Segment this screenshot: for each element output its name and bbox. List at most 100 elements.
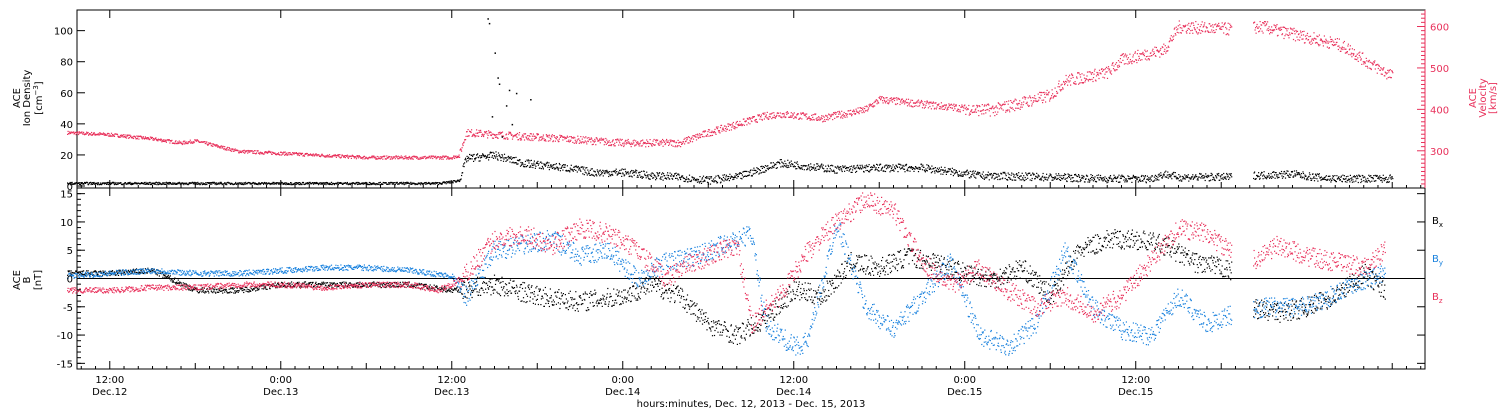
velocity-series-point xyxy=(619,142,621,144)
density-series-point xyxy=(192,181,194,183)
density-series-point xyxy=(793,166,795,168)
velocity-series-point xyxy=(421,156,423,158)
velocity-series-point xyxy=(1381,68,1383,70)
velocity-series-point xyxy=(837,116,839,118)
velocity-series-point xyxy=(243,149,245,151)
density-series-point xyxy=(159,182,161,184)
velocity-series-point xyxy=(206,141,208,143)
density-series-point xyxy=(507,155,510,157)
velocity-series-point xyxy=(856,110,858,112)
velocity-series-point xyxy=(1328,47,1330,49)
density-series-point xyxy=(269,183,271,186)
velocity-series-point xyxy=(1227,33,1229,35)
density-series-point xyxy=(329,182,331,184)
density-series-point xyxy=(265,182,267,184)
velocity-series-point xyxy=(834,117,836,119)
velocity-series-point xyxy=(887,103,890,105)
density-series-point xyxy=(785,163,787,165)
velocity-series-point xyxy=(490,131,492,133)
velocity-series-point xyxy=(1125,63,1127,65)
velocity-series-point xyxy=(1037,100,1039,102)
velocity-series-point xyxy=(918,105,921,107)
velocity-series-point xyxy=(1018,107,1020,109)
density-series-point xyxy=(1150,179,1152,181)
density-series-point xyxy=(257,184,259,186)
velocity-series-point xyxy=(96,134,99,136)
density-series-point xyxy=(235,183,237,185)
density-series-point xyxy=(113,183,115,185)
velocity-series-point xyxy=(676,141,678,143)
density-series-point xyxy=(877,164,879,166)
density-series-point xyxy=(524,160,527,162)
density-series-point xyxy=(241,183,243,186)
velocity-series-point xyxy=(885,97,887,99)
density-series-point xyxy=(238,183,240,185)
density-series-point xyxy=(843,166,845,168)
density-series-point xyxy=(896,166,899,168)
velocity-series-point xyxy=(520,137,522,139)
density-series-point xyxy=(1255,178,1257,180)
velocity-series-point xyxy=(191,141,193,143)
density-series-point xyxy=(641,170,643,172)
density-series-point xyxy=(730,176,732,178)
density-series-point xyxy=(746,170,748,173)
velocity-series-point xyxy=(720,124,723,126)
velocity-series-point xyxy=(94,134,96,136)
velocity-series-point xyxy=(709,131,711,133)
velocity-series-point xyxy=(508,131,510,133)
velocity-series-point xyxy=(314,154,317,156)
velocity-series-point xyxy=(586,137,588,139)
velocity-series-point xyxy=(590,141,592,143)
velocity-series-point xyxy=(632,143,634,145)
velocity-series-point xyxy=(806,113,808,115)
density-series-point xyxy=(887,167,889,169)
velocity-series-point xyxy=(824,120,826,122)
velocity-series-point xyxy=(738,124,740,126)
density-series-point xyxy=(351,183,353,185)
density-series-point xyxy=(1025,178,1027,180)
density-series-point xyxy=(103,183,106,185)
velocity-series-point xyxy=(1268,26,1270,28)
velocity-series-point xyxy=(1338,45,1340,47)
density-series-point xyxy=(885,168,888,170)
velocity-series-point xyxy=(674,141,676,143)
velocity-series-point xyxy=(853,109,855,111)
density-series-point xyxy=(536,161,538,163)
velocity-series-point xyxy=(1313,32,1315,34)
density-series-point xyxy=(1200,173,1202,175)
velocity-series-point xyxy=(835,112,837,114)
density-series-point xyxy=(1213,177,1215,179)
density-series-point xyxy=(996,176,998,178)
velocity-series-point xyxy=(1110,73,1113,75)
velocity-series-point xyxy=(1154,46,1156,48)
density-series-point xyxy=(1203,177,1205,179)
density-series-point xyxy=(1262,178,1264,180)
density-series-point xyxy=(115,183,118,186)
velocity-series-point xyxy=(264,152,266,154)
velocity-series-point xyxy=(603,144,605,146)
velocity-series-point xyxy=(785,116,787,118)
density-series-point xyxy=(728,180,730,182)
velocity-series-point xyxy=(913,102,915,104)
density-series-point xyxy=(934,172,936,174)
velocity-series-point xyxy=(193,141,195,143)
velocity-series-point xyxy=(1172,36,1174,38)
density-series-point xyxy=(742,171,744,173)
density-series-point xyxy=(466,155,468,157)
density-series-point xyxy=(1112,180,1114,183)
density-series-point xyxy=(950,173,952,175)
density-series-point xyxy=(863,171,865,173)
velocity-series-point xyxy=(1162,46,1164,49)
velocity-series-point xyxy=(593,141,595,143)
density-series-point xyxy=(909,170,911,172)
velocity-series-point xyxy=(941,106,943,108)
velocity-series-point xyxy=(665,143,667,145)
density-series-point xyxy=(596,175,598,177)
velocity-series-point xyxy=(214,144,216,146)
velocity-series-point xyxy=(1066,78,1068,80)
density-series-point xyxy=(935,169,937,171)
density-series-point xyxy=(505,160,507,162)
velocity-series-point xyxy=(1191,22,1193,24)
density-series-point xyxy=(1228,173,1230,175)
density-series-point xyxy=(74,182,76,184)
